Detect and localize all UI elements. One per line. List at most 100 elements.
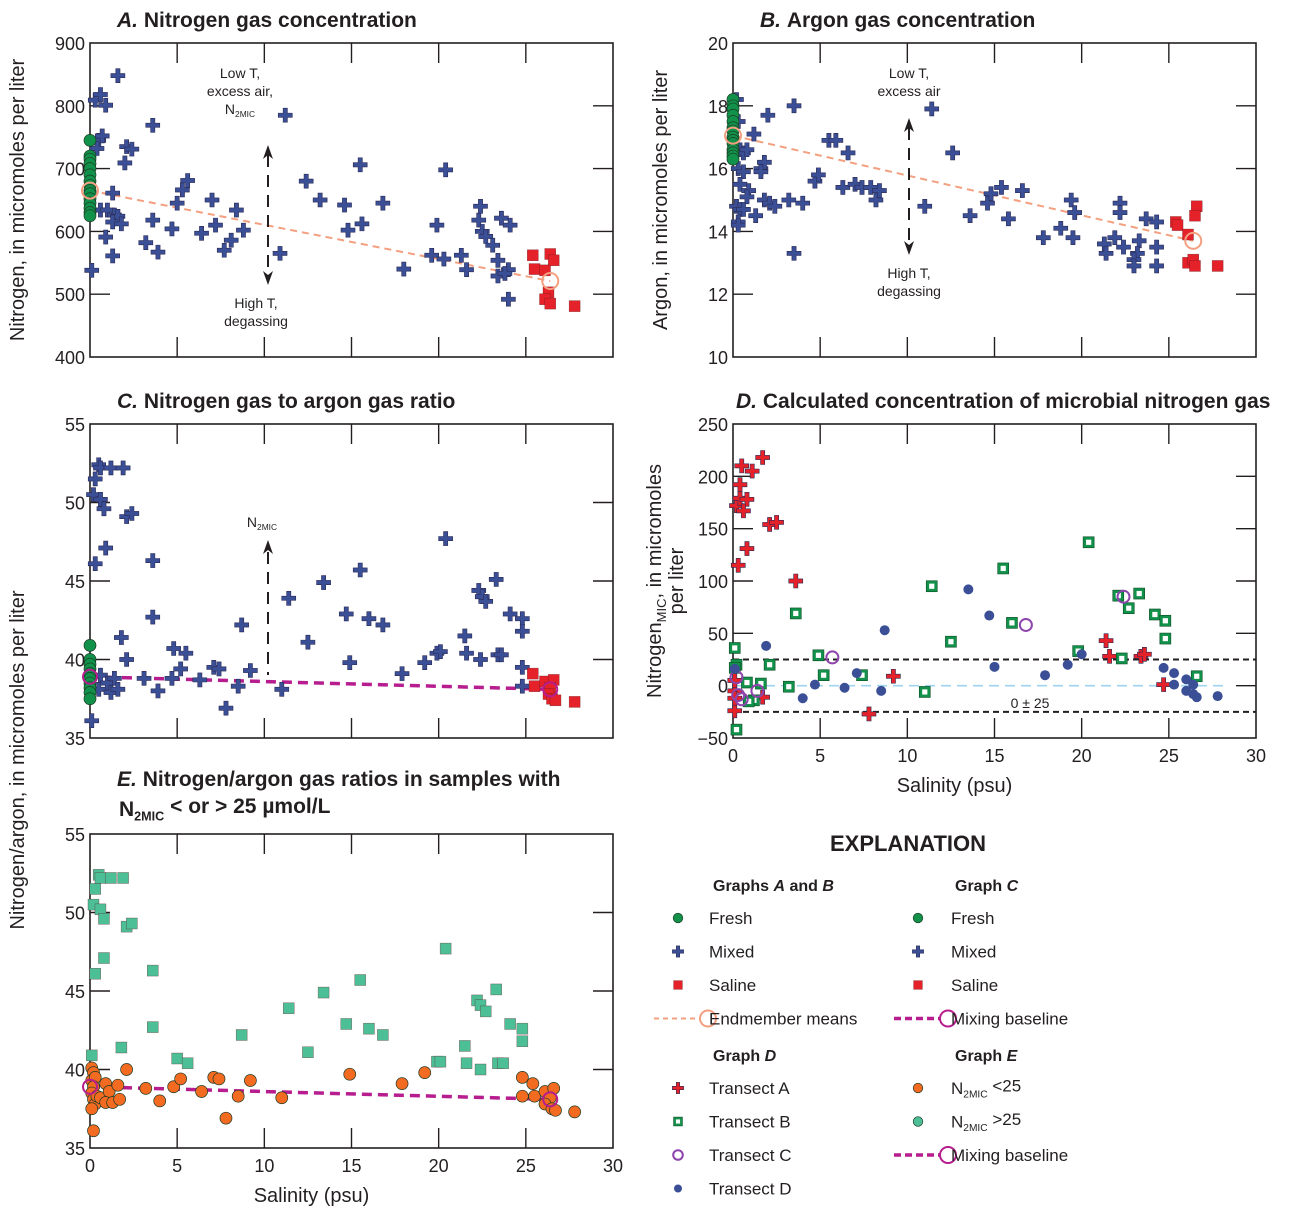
data-point-shape bbox=[230, 678, 246, 694]
data-point bbox=[1018, 617, 1033, 632]
data-point bbox=[277, 107, 293, 123]
legend-marker-shape bbox=[912, 945, 924, 958]
series-mixed bbox=[729, 92, 1164, 274]
data-point bbox=[126, 917, 138, 930]
data-point-shape bbox=[1149, 239, 1164, 255]
data-point bbox=[282, 1002, 295, 1015]
data-point bbox=[1159, 632, 1172, 645]
data-point bbox=[739, 142, 755, 158]
data-point bbox=[473, 198, 488, 214]
y-tick-label: 35 bbox=[65, 1139, 85, 1159]
legend-marker bbox=[912, 1116, 924, 1127]
data-point bbox=[730, 217, 746, 233]
data-point-shape bbox=[515, 611, 530, 626]
data-point bbox=[741, 676, 753, 689]
series-n2mic-25 bbox=[85, 869, 529, 1076]
legend-item: Fresh bbox=[912, 909, 994, 928]
data-point-shape bbox=[757, 155, 772, 170]
data-point bbox=[1036, 230, 1051, 245]
data-point bbox=[87, 1124, 100, 1138]
data-point-shape bbox=[515, 623, 530, 639]
data-point-inner bbox=[859, 672, 865, 678]
data-point bbox=[1098, 246, 1114, 261]
legend-marker bbox=[912, 912, 924, 924]
data-point-inner bbox=[1152, 611, 1158, 618]
panel-title: D. Calculated concentration of microbial… bbox=[736, 390, 1270, 413]
data-point-inner bbox=[948, 639, 954, 645]
data-point-shape bbox=[1149, 214, 1164, 230]
data-point-shape bbox=[424, 247, 439, 263]
data-point bbox=[731, 688, 746, 703]
x-tick-label: 10 bbox=[897, 746, 917, 766]
data-point bbox=[223, 232, 239, 248]
data-point bbox=[219, 1111, 233, 1125]
data-point-shape bbox=[84, 263, 100, 278]
data-point bbox=[727, 673, 743, 688]
data-point-shape bbox=[1001, 211, 1016, 227]
mixing-baseline bbox=[89, 1085, 551, 1102]
data-point bbox=[93, 87, 108, 102]
data-point bbox=[739, 189, 755, 205]
data-point bbox=[115, 460, 131, 476]
data-point bbox=[1158, 662, 1169, 673]
data-point bbox=[145, 212, 161, 228]
data-point bbox=[150, 683, 166, 699]
data-point-shape bbox=[145, 553, 161, 568]
data-point bbox=[429, 217, 445, 233]
data-point bbox=[153, 1094, 167, 1108]
data-point bbox=[744, 463, 760, 479]
data-point bbox=[504, 1018, 516, 1030]
data-point bbox=[192, 672, 208, 688]
data-point-shape bbox=[840, 145, 856, 161]
data-point-shape bbox=[1063, 192, 1079, 208]
endmember-mean-marker bbox=[82, 668, 98, 685]
data-point bbox=[1191, 692, 1202, 703]
data-point bbox=[769, 515, 784, 530]
data-point bbox=[84, 713, 100, 729]
data-point bbox=[204, 192, 220, 208]
data-point bbox=[94, 872, 107, 884]
data-point bbox=[736, 164, 751, 180]
data-point bbox=[354, 216, 370, 232]
series-saline bbox=[527, 667, 581, 708]
data-point bbox=[840, 145, 856, 161]
y-tick-label: 40 bbox=[65, 1061, 85, 1081]
data-point bbox=[110, 68, 126, 83]
data-point-shape bbox=[361, 611, 377, 626]
data-point-shape bbox=[753, 164, 769, 180]
data-point-shape bbox=[769, 515, 784, 530]
data-point bbox=[868, 192, 884, 208]
endmember-mean-marker bbox=[82, 1078, 98, 1095]
data-point bbox=[732, 477, 748, 493]
data-point bbox=[83, 133, 97, 147]
data-point bbox=[439, 942, 452, 955]
data-point bbox=[83, 639, 97, 652]
y-tick-label: 900 bbox=[55, 34, 85, 54]
data-point-shape bbox=[501, 262, 516, 278]
data-point bbox=[811, 167, 826, 183]
annotation-up-text: N2MIC bbox=[225, 101, 255, 119]
legend-item: Endmember means bbox=[654, 1009, 857, 1029]
data-point bbox=[544, 297, 556, 310]
data-point-shape bbox=[178, 645, 194, 661]
data-point bbox=[120, 1063, 133, 1076]
data-point-shape bbox=[755, 450, 770, 465]
endmember-mean-marker bbox=[81, 181, 99, 200]
y-axis-label-line2: per liter bbox=[666, 547, 688, 614]
data-point bbox=[835, 180, 851, 195]
y-tick-label: 700 bbox=[55, 160, 85, 180]
data-point-shape bbox=[727, 673, 743, 688]
data-point-shape bbox=[1149, 258, 1164, 274]
data-point bbox=[1040, 670, 1051, 681]
legend-item: Transect C bbox=[672, 1146, 792, 1165]
data-point bbox=[174, 1072, 188, 1086]
data-point bbox=[728, 642, 741, 654]
data-point bbox=[983, 186, 999, 202]
legend-marker-shape bbox=[672, 945, 684, 958]
data-point-shape bbox=[1053, 220, 1069, 236]
data-point bbox=[83, 209, 97, 223]
data-point-shape bbox=[110, 682, 126, 697]
series-fresh bbox=[83, 133, 97, 223]
endmember-line bbox=[732, 134, 1194, 242]
